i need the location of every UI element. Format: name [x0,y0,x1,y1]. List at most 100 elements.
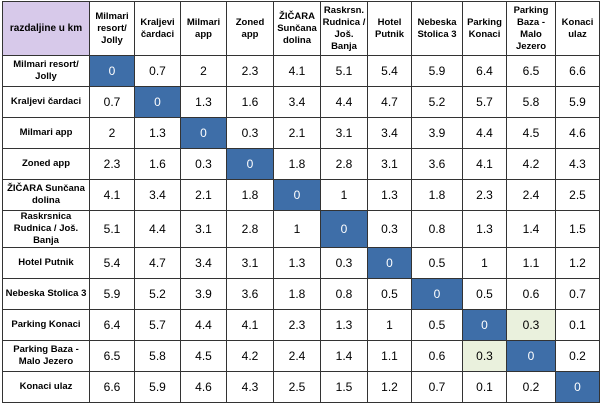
distance-cell: 4.3 [555,148,600,180]
distance-cell: 0.6 [411,340,463,372]
distance-cell: 0.3 [506,309,556,341]
header-row: razdaljine u km Milmari resort/ Jolly Kra… [2,1,600,56]
distance-cell: 5.9 [555,86,600,118]
distance-cell: 5.9 [134,371,181,403]
column-header: Zoned app [226,1,274,56]
distance-cell: 1.6 [134,148,181,180]
distance-cell: 1.5 [320,371,368,403]
diagonal-cell: 0 [226,148,274,180]
distance-cell: 3.6 [411,148,463,180]
distance-cell: 1.2 [555,247,600,279]
table-row: Hotel Putnik 5.4 4.7 3.4 3.1 1.3 0.3 0 0.5 1 1.1 1.… [2,247,600,279]
distance-cell: 3.4 [367,117,412,149]
distance-cell: 0.5 [367,278,412,310]
distance-cell: 2.8 [226,210,274,248]
distance-cell: 0.2 [555,340,600,372]
distance-cell: 0.7 [89,86,135,118]
column-header: Milmari app [180,1,227,56]
distance-cell: 4.5 [180,340,227,372]
distance-cell: 0.5 [411,247,463,279]
distance-cell: 4.4 [320,86,368,118]
distance-cell: 4.2 [506,148,556,180]
column-header: Parking Konaci [462,1,507,56]
distance-cell: 3.4 [273,86,321,118]
row-header: ŽIČARA Sunčana dolina [2,179,90,211]
distance-cell: 1.2 [367,371,412,403]
distance-cell: 0.5 [462,278,507,310]
distance-cell: 4.5 [506,117,556,149]
distance-cell: 2.5 [273,371,321,403]
corner-label: razdaljine u km [2,1,90,56]
distance-cell: 1.8 [273,148,321,180]
distance-cell: 5.7 [462,86,507,118]
row-header: Konaci ulaz [2,371,90,403]
distance-cell: 2.3 [226,55,274,87]
distance-cell: 1.3 [273,247,321,279]
row-header: Hotel Putnik [2,247,90,279]
distance-cell: 1.3 [462,210,507,248]
column-header: Hotel Putnik [367,1,412,56]
distance-cell: 1.6 [226,86,274,118]
distance-cell: 0.3 [226,117,274,149]
distance-cell: 5.2 [411,86,463,118]
distance-cell: 4.1 [273,55,321,87]
distance-cell: 1.3 [180,86,227,118]
distance-cell: 4.1 [89,179,135,211]
diagonal-cell: 0 [180,117,227,149]
distance-cell: 3.9 [180,278,227,310]
row-header: Raskrsnica Rudnica / Još. Banja [2,210,90,248]
distance-cell: 0.3 [320,247,368,279]
distance-cell: 0.8 [411,210,463,248]
table-row: Raskrsnica Rudnica / Još. Banja 5.1 4.4 3.1… [2,210,600,248]
distance-cell: 0.7 [555,278,600,310]
distance-cell: 2.1 [273,117,321,149]
distance-cell: 3.1 [320,117,368,149]
distance-cell: 1.1 [367,340,412,372]
distance-cell: 4.1 [226,309,274,341]
distance-cell: 1 [320,179,368,211]
distance-cell: 5.9 [89,278,135,310]
distance-cell: 2.3 [273,309,321,341]
table-row: Milmari app 2 1.3 0 0.3 2.1 3.1 3.4 3.9 4.4 4.5 4.6 [2,117,600,149]
distance-cell: 3.4 [134,179,181,211]
distance-cell: 2 [180,55,227,87]
diagonal-cell: 0 [89,55,135,87]
distance-cell: 4.6 [180,371,227,403]
column-header: Milmari resort/ Jolly [89,1,135,56]
distance-cell: 0.7 [411,371,463,403]
diagonal-cell: 0 [506,340,556,372]
distance-cell: 4.4 [134,210,181,248]
distance-cell: 4.3 [226,371,274,403]
distance-cell: 4.7 [134,247,181,279]
distance-cell: 2.3 [89,148,135,180]
diagonal-cell: 0 [462,309,507,341]
distance-cell: 1.8 [411,179,463,211]
distance-cell: 1.8 [226,179,274,211]
distance-cell: 0.7 [134,55,181,87]
distance-cell: 0.3 [367,210,412,248]
table-row: Milmari resort/ Jolly 0 0.7 2 2.3 4.1 5.1 5.4 5.… [2,55,600,87]
distance-cell: 0.8 [320,278,368,310]
distance-cell: 6.6 [555,55,600,87]
row-header: Parking Konaci [2,309,90,341]
distance-cell: 3.6 [226,278,274,310]
distance-cell: 2.8 [320,148,368,180]
column-header: Konaci ulaz [555,1,600,56]
table-row: Nebeska Stolica 3 5.9 5.2 3.9 3.6 1.8 0.8 0.5 0 0… [2,278,600,310]
distance-cell: 1.3 [367,179,412,211]
distance-cell: 0.2 [506,371,556,403]
column-header: Parking Baza - Malo Jezero [506,1,556,56]
distance-cell: 4.7 [367,86,412,118]
distance-cell: 6.5 [89,340,135,372]
distance-cell: 0.3 [462,340,507,372]
row-header: Milmari resort/ Jolly [2,55,90,87]
distance-cell: 1 [462,247,507,279]
table-body: Milmari resort/ Jolly 0 0.7 2 2.3 4.1 5.1 5.4 5.… [2,55,600,403]
distance-cell: 5.9 [411,55,463,87]
distance-cell: 1.3 [320,309,368,341]
distance-cell: 5.7 [134,309,181,341]
distance-cell: 5.8 [134,340,181,372]
distance-cell: 2.4 [506,179,556,211]
distance-cell: 3.1 [367,148,412,180]
diagonal-cell: 0 [320,210,368,248]
